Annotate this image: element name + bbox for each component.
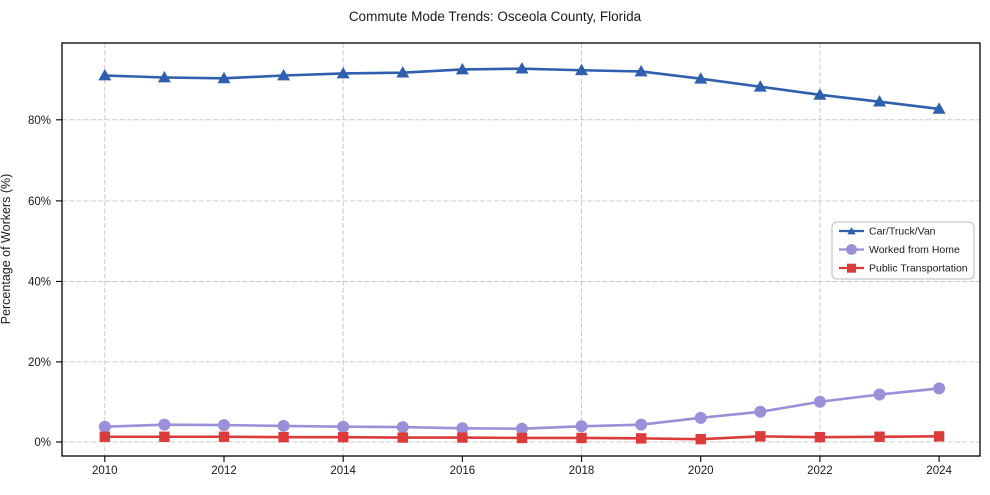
svg-text:2020: 2020: [688, 465, 714, 477]
svg-text:2024: 2024: [926, 465, 952, 477]
svg-text:Public Transportation: Public Transportation: [869, 263, 968, 275]
svg-text:2012: 2012: [211, 465, 237, 477]
svg-text:Worked from Home: Worked from Home: [869, 244, 960, 256]
svg-text:2018: 2018: [569, 465, 595, 477]
svg-text:40%: 40%: [28, 276, 51, 288]
svg-text:2022: 2022: [807, 465, 833, 477]
svg-text:2010: 2010: [92, 465, 118, 477]
svg-text:20%: 20%: [28, 357, 51, 369]
svg-text:60%: 60%: [28, 196, 51, 208]
svg-text:2016: 2016: [450, 465, 476, 477]
svg-text:2014: 2014: [330, 465, 356, 477]
svg-text:80%: 80%: [28, 115, 51, 127]
svg-text:0%: 0%: [34, 437, 51, 449]
svg-text:Car/Truck/Van: Car/Truck/Van: [869, 226, 936, 238]
